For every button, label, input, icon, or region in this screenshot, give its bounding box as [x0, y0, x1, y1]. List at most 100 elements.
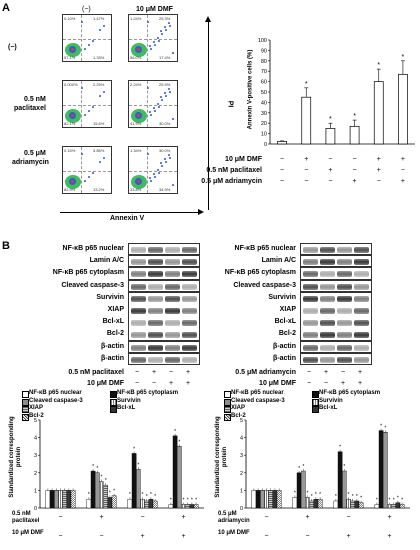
- condition-sign: +: [185, 369, 191, 376]
- protein-bar: [62, 490, 67, 509]
- protein-bar: [107, 497, 113, 509]
- blot-label: β-actin: [101, 354, 124, 362]
- protein-bar: [391, 504, 397, 509]
- legend-label: Bcl-2: [231, 412, 246, 419]
- scatter-dot: [165, 95, 167, 97]
- scatter-dot: [150, 180, 152, 182]
- protein-band: [131, 344, 146, 351]
- scatter-dot: [168, 22, 170, 24]
- band-row: [303, 247, 369, 253]
- blot-condition-label: 0.5 μM adriamycin: [235, 369, 296, 376]
- blot-label: Bcl-2: [278, 330, 296, 338]
- protein-bar: [399, 504, 405, 509]
- quadrant-divider: [147, 147, 148, 193]
- condition-sign: +: [376, 156, 381, 163]
- protein-bar: [94, 472, 100, 509]
- y-tick-label: 0: [264, 142, 267, 148]
- protein-band: [303, 344, 318, 351]
- protein-band: [320, 247, 335, 253]
- row-label-adriamycin-dose: 0.5 μM: [24, 150, 46, 157]
- scatter-dot: [92, 106, 94, 108]
- legend-label: Cleaved caspase-3: [231, 397, 285, 404]
- significance-star: *: [329, 116, 332, 123]
- condition-sign: −: [58, 514, 63, 521]
- protein-band: [182, 295, 197, 302]
- significance-star: *: [178, 439, 180, 445]
- quadrant-percent: 82.9%: [64, 187, 76, 192]
- scatter-dot: [88, 110, 90, 112]
- protein-bar: [176, 446, 182, 509]
- quadrant-percent: 2.24%: [130, 82, 142, 87]
- protein-band: [320, 259, 335, 266]
- band-row: [131, 307, 197, 314]
- legend-swatch: [312, 391, 319, 398]
- scatter-dot: [154, 176, 156, 178]
- quadrant-percent: 3.85%: [93, 148, 105, 153]
- protein-band: [337, 295, 352, 302]
- protein-band: [337, 332, 352, 339]
- protein-bar: [70, 490, 76, 509]
- protein-bar: [382, 432, 388, 509]
- protein-band: [354, 320, 369, 327]
- protein-bar: [350, 500, 355, 509]
- legend-label: Survivin: [117, 397, 141, 404]
- condition-sign: −: [280, 167, 285, 174]
- legend-swatch: [22, 391, 29, 398]
- scatter-dot: [172, 118, 174, 120]
- significance-star: *: [174, 429, 176, 435]
- quadrant-percent: 13.2%: [93, 187, 105, 192]
- protein-band: [182, 356, 197, 363]
- row-label-paclitaxel-dose: 0.5 nM: [24, 96, 46, 103]
- protein-band: [165, 283, 180, 290]
- significance-star: *: [384, 425, 386, 431]
- significance-star: *: [187, 497, 189, 503]
- scatter-dot: [164, 158, 166, 160]
- condition-sign: −: [304, 178, 309, 185]
- significance-star: *: [191, 497, 193, 503]
- legend-label: Survivin: [319, 397, 343, 404]
- quadrant-percent: 56.0%: [130, 55, 142, 60]
- scatter-dot: [147, 21, 149, 23]
- scatter-dot: [160, 96, 162, 98]
- y-tick-label: 5: [240, 418, 243, 424]
- protein-band: [354, 307, 369, 314]
- row-label-adriamycin: adriamycin: [12, 159, 49, 166]
- y-arrow-head-icon: [205, 16, 211, 22]
- condition-sign: +: [352, 178, 357, 185]
- protein-band: [131, 307, 146, 314]
- protein-band: [182, 271, 197, 278]
- blot-label: β-actin: [101, 342, 124, 350]
- significance-star: *: [402, 54, 405, 61]
- condition-sign: −: [328, 156, 333, 163]
- condition-sign: +: [357, 380, 363, 387]
- protein-band: [131, 271, 146, 278]
- protein-band: [320, 344, 335, 351]
- band-row: [131, 344, 197, 351]
- quadrant-percent: 0.000%: [64, 82, 78, 87]
- legend-label: XIAP: [29, 405, 44, 411]
- protein-band: [337, 307, 352, 314]
- protein-band: [303, 247, 318, 253]
- annexin-condition-label: 10 μM DMF: [225, 156, 262, 163]
- protein-band: [148, 271, 163, 278]
- western-blot-panel: [128, 267, 200, 280]
- scatter-dot: [147, 153, 149, 155]
- protein-band: [303, 332, 318, 339]
- significance-star: *: [113, 489, 115, 495]
- band-row: [131, 283, 197, 290]
- quadrant-divider: [81, 15, 82, 61]
- annexin-bar: [277, 141, 287, 145]
- blot-label: Bcl-xL: [102, 318, 124, 326]
- protein-band: [337, 320, 352, 327]
- significance-star: *: [88, 492, 90, 498]
- scatter-dot: [168, 88, 170, 90]
- scatter-dot: [160, 162, 162, 164]
- blot-label: NF-κB p65 cytoplasm: [224, 269, 296, 277]
- condition-sign: −: [99, 533, 104, 540]
- significance-star: *: [133, 446, 135, 452]
- quadrant-percent: 0.10%: [64, 16, 76, 21]
- significance-star: *: [142, 492, 144, 498]
- protein-bar: [333, 500, 339, 509]
- condition-sign: −: [328, 178, 333, 185]
